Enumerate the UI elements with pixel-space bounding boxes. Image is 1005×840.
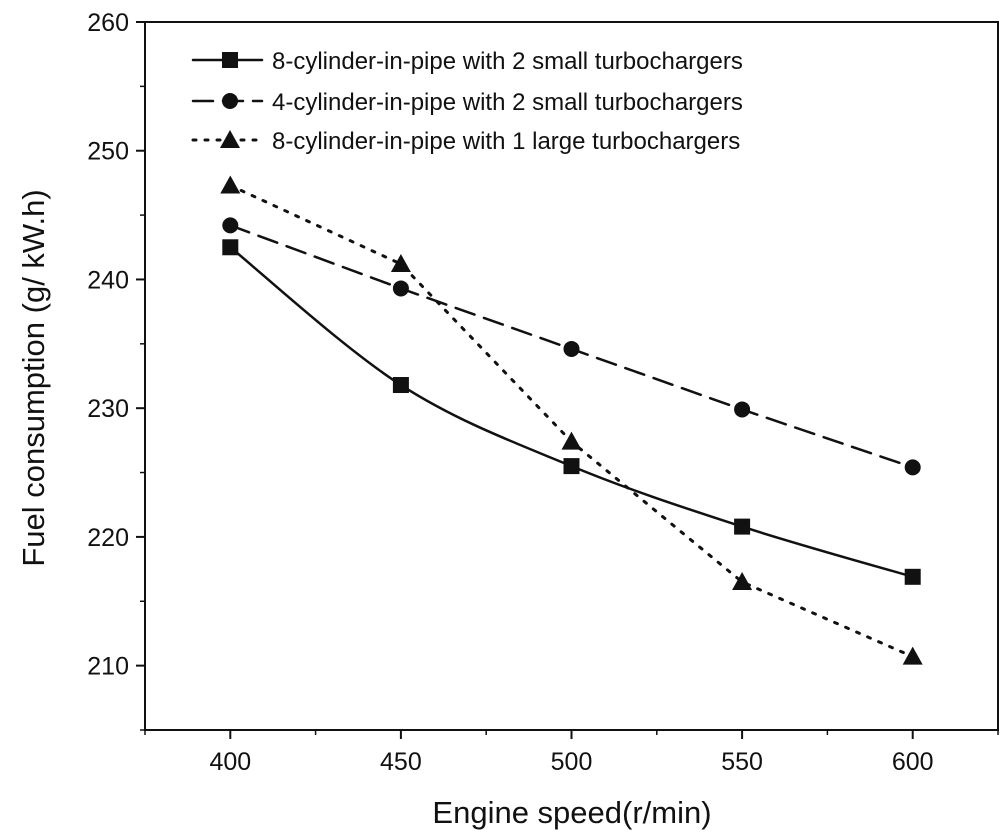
series-1-point (222, 239, 239, 256)
y-tick-label: 240 (87, 266, 129, 294)
y-axis-title: Fuel consumption (g/ kW.h) (16, 189, 51, 566)
legend-marker-2 (222, 93, 238, 109)
series-2-point (563, 340, 580, 357)
legend-marker-3 (220, 130, 240, 148)
series-1-line (229, 246, 914, 579)
legend-label-2: 4-cylinder-in-pipe with 2 small turbocha… (272, 89, 743, 116)
x-tick-label: 450 (380, 748, 422, 776)
series-3-point (220, 175, 241, 194)
series-3-point (902, 646, 923, 665)
y-tick-label: 260 (87, 9, 129, 37)
series-3-line (228, 183, 915, 659)
series-3-point (390, 254, 411, 273)
x-axis-title: Engine speed(r/min) (432, 795, 711, 830)
y-tick-label: 220 (87, 524, 129, 552)
series-3-point (561, 431, 582, 450)
series-2-point (904, 459, 921, 476)
series-2-point (222, 217, 239, 234)
series-2-point (734, 401, 751, 418)
legend-label-1: 8-cylinder-in-pipe with 2 small turbocha… (272, 48, 743, 75)
series-1-point (392, 377, 409, 394)
y-tick-label: 250 (87, 138, 129, 166)
series-2 (222, 217, 921, 476)
legend: 8-cylinder-in-pipe with 2 small turbocha… (191, 48, 743, 155)
x-tick-label: 400 (209, 748, 251, 776)
series-3 (220, 175, 923, 665)
axes: 400 450 500 550 600 210 220 230 240 250 260 (87, 9, 999, 776)
series-1 (222, 239, 921, 585)
y-tick-label: 230 (87, 395, 129, 423)
y-tick-label: 210 (87, 653, 129, 681)
legend-label-3: 8-cylinder-in-pipe with 1 large turbocha… (272, 128, 740, 155)
plot-series (220, 175, 923, 665)
series-3-point (732, 571, 753, 590)
series-1-point (734, 518, 751, 535)
series-1-point (563, 458, 580, 475)
series-2-point (392, 280, 409, 297)
series-1-point (904, 568, 921, 585)
axis-titles: Engine speed(r/min) Fuel consumption (g/… (16, 189, 712, 830)
legend-marker-1 (222, 52, 238, 68)
x-tick-label: 550 (721, 748, 763, 776)
x-tick-label: 500 (551, 748, 593, 776)
x-tick-label: 600 (892, 748, 934, 776)
